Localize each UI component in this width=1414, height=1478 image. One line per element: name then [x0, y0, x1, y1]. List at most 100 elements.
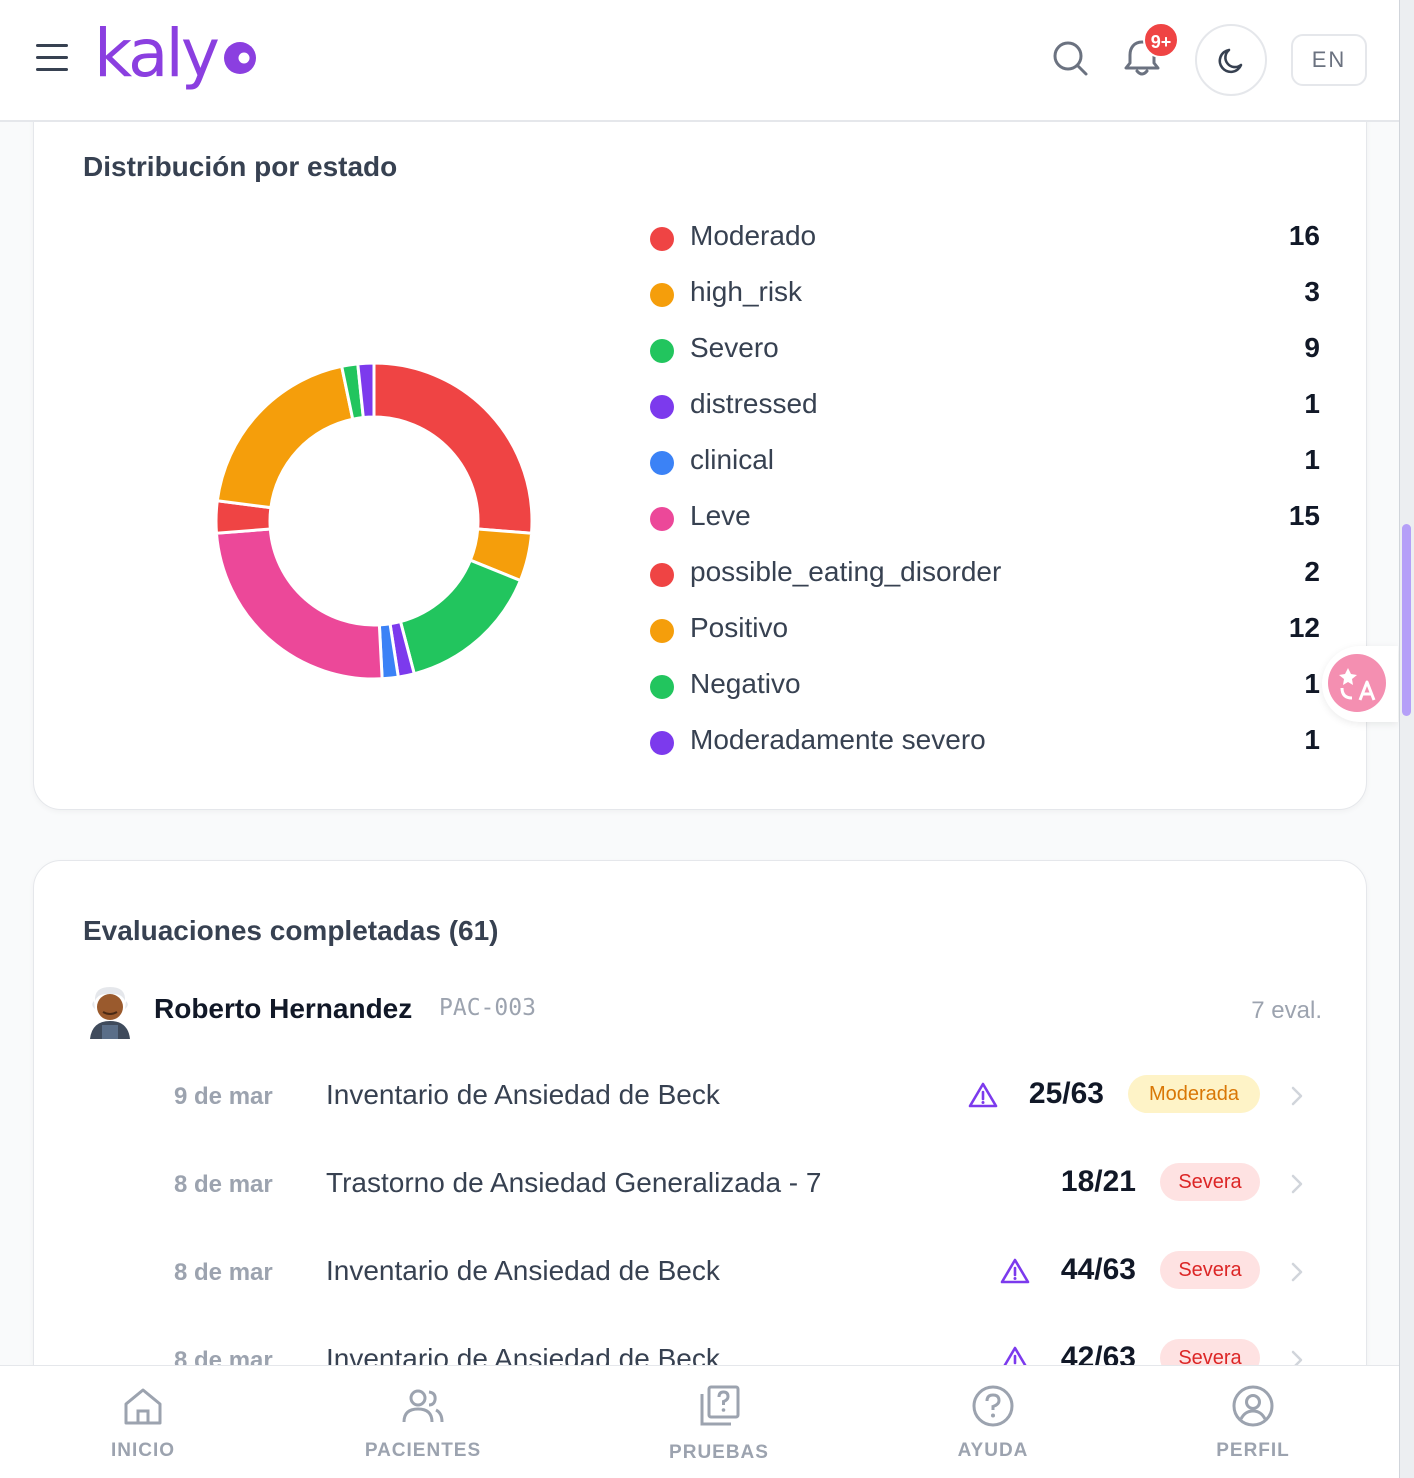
nav-item-inicio[interactable]: INICIO: [53, 1366, 233, 1478]
legend-label: possible_eating_disorder: [690, 556, 1002, 587]
menu-icon[interactable]: [36, 44, 68, 74]
chart-legend: Moderado 16 high_risk 3 Severo 9 distressed 1 cl…: [650, 217, 1320, 777]
legend-item: clinical 1: [650, 441, 1320, 497]
status-distribution-card: Distribución por estado Moderado 16 high_r…: [33, 70, 1367, 810]
legend-item: Severo 9: [650, 329, 1320, 385]
donut-slice-moderado[interactable]: [372, 361, 534, 535]
card-title: Evaluaciones completadas (61): [83, 915, 499, 946]
legend-count: 15: [1288, 500, 1320, 531]
evaluation-test-name: Inventario de Ansiedad de Beck: [326, 1255, 720, 1286]
nav-item-ayuda[interactable]: AYUDA: [903, 1366, 1083, 1478]
chevron-right-icon: [1291, 1174, 1303, 1194]
legend-label: Moderadamente severo: [690, 724, 986, 755]
evaluation-row[interactable]: 8 de mar Trastorno de Ansiedad Generaliza…: [174, 1155, 1304, 1215]
moon-icon: [1218, 48, 1243, 74]
home-icon: [124, 1388, 162, 1425]
warning-icon: [1000, 1258, 1030, 1284]
legend-label: Leve: [690, 500, 751, 531]
patient-code: PAC-003: [439, 995, 536, 1021]
donut-slice-leve[interactable]: [214, 527, 384, 681]
evaluation-test-name: Trastorno de Ansiedad Generalizada - 7: [326, 1167, 822, 1198]
legend-item: Moderadamente severo 1: [650, 721, 1320, 777]
language-button[interactable]: EN: [1291, 34, 1367, 86]
notification-badge: 9+: [1143, 22, 1179, 58]
legend-swatch: [650, 675, 674, 699]
nav-label: INICIO: [110, 1440, 176, 1461]
nav-label: PRUEBAS: [669, 1442, 769, 1463]
users-icon: [402, 1389, 444, 1423]
nav-item-perfil[interactable]: PERFIL: [1163, 1366, 1343, 1478]
legend-swatch: [650, 507, 674, 531]
legend-swatch: [650, 339, 674, 363]
legend-label: clinical: [690, 444, 775, 475]
theme-toggle-button[interactable]: [1195, 24, 1267, 96]
legend-count: 1: [1304, 444, 1320, 475]
legend-swatch: [650, 395, 674, 419]
donut-slice-moderadamente-severo[interactable]: [356, 361, 376, 420]
donut-slice-positivo[interactable]: [215, 364, 355, 510]
legend-item: distressed 1: [650, 385, 1320, 441]
avatar: [90, 987, 130, 1039]
legend-count: 1: [1304, 668, 1320, 699]
top-header: kaly 9+ EN: [0, 0, 1399, 122]
app-logo[interactable]: kaly: [94, 15, 220, 92]
legend-swatch: [650, 619, 674, 643]
legend-label: Negativo: [690, 668, 801, 699]
nav-item-pacientes[interactable]: PACIENTES: [333, 1366, 513, 1478]
legend-count: 3: [1304, 276, 1320, 307]
evaluation-count: 7 eval.: [1251, 997, 1322, 1024]
evaluation-score: 25/63: [1028, 1077, 1104, 1110]
scroll-gutter: [1400, 0, 1414, 1478]
legend-swatch: [650, 731, 674, 755]
legend-swatch: [650, 451, 674, 475]
patient-name: Roberto Hernandez: [154, 993, 413, 1024]
profile-icon: [1232, 1385, 1274, 1427]
evaluation-score: 44/63: [1060, 1253, 1136, 1286]
legend-label: distressed: [690, 388, 818, 419]
legend-label: high_risk: [690, 276, 803, 307]
legend-item: high_risk 3: [650, 273, 1320, 329]
chevron-right-icon: [1291, 1262, 1303, 1282]
legend-label: Positivo: [690, 612, 789, 643]
evaluation-row[interactable]: 9 de mar Inventario de Ansiedad de Beck 25…: [174, 1067, 1304, 1127]
translate-button[interactable]: [1322, 646, 1398, 722]
evaluation-test-name: Inventario de Ansiedad de Beck: [326, 1079, 720, 1110]
nav-item-pruebas[interactable]: PRUEBAS: [629, 1366, 809, 1478]
severity-badge: Moderada: [1128, 1075, 1260, 1113]
legend-item: Negativo 1: [650, 665, 1320, 721]
legend-item: possible_eating_disorder 2: [650, 553, 1320, 609]
nav-label: AYUDA: [957, 1440, 1029, 1461]
evaluation-score: 18/21: [1060, 1165, 1136, 1198]
patient-row[interactable]: Roberto Hernandez PAC-003 7 eval.: [82, 981, 1322, 1041]
legend-swatch: [650, 563, 674, 587]
nav-label: PACIENTES: [364, 1440, 482, 1461]
legend-item: Moderado 16: [650, 217, 1320, 273]
warning-icon: [968, 1082, 998, 1108]
legend-label: Moderado: [690, 220, 817, 251]
help-icon: [972, 1385, 1014, 1427]
severity-badge: Severa: [1160, 1251, 1260, 1289]
legend-label: Severo: [690, 332, 779, 363]
evaluation-date: 9 de mar: [174, 1083, 273, 1110]
chevron-right-icon: [1291, 1086, 1303, 1106]
search-icon[interactable]: [1050, 38, 1090, 78]
legend-count: 1: [1304, 724, 1320, 755]
legend-count: 2: [1304, 556, 1320, 587]
card-title: Distribución por estado: [83, 151, 398, 182]
bottom-navigation: INICIO PACIENTES PRUEBAS: [0, 1365, 1399, 1478]
legend-item: Leve 15: [650, 497, 1320, 553]
legend-swatch: [650, 227, 674, 251]
legend-count: 9: [1304, 332, 1320, 363]
tests-icon: [700, 1385, 740, 1426]
scrollbar[interactable]: [1402, 524, 1411, 716]
severity-badge: Severa: [1160, 1163, 1260, 1201]
donut-slice-severo[interactable]: [398, 558, 523, 676]
legend-count: 16: [1288, 220, 1320, 251]
legend-count: 1: [1304, 388, 1320, 419]
legend-swatch: [650, 283, 674, 307]
evaluation-row[interactable]: 8 de mar Inventario de Ansiedad de Beck 44…: [174, 1243, 1304, 1303]
legend-count: 12: [1288, 612, 1320, 643]
donut-chart: [214, 361, 534, 681]
translate-icon: [1339, 668, 1376, 701]
